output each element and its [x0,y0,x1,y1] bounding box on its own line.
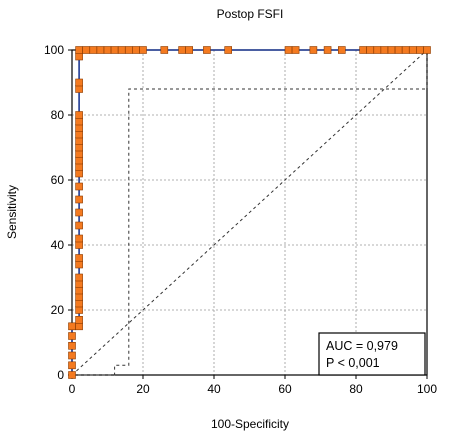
roc-marker [75,46,83,54]
roc-marker [203,46,211,54]
roc-marker [423,46,431,54]
roc-marker [110,46,119,54]
chart-title: Postop FSFI [217,7,284,21]
x-axis-label: 100-Specificity [211,417,289,431]
roc-marker [75,208,83,217]
roc-marker [68,332,76,340]
roc-marker [284,46,293,54]
y-tick-label: 0 [57,368,64,382]
roc-marker [68,322,76,331]
roc-marker [75,306,83,314]
roc-marker [380,46,389,54]
grid-lines [72,50,427,375]
roc-marker [224,46,232,54]
x-tick-label: 40 [207,382,221,396]
roc-marker [337,46,346,54]
roc-marker [103,46,112,54]
x-tick-label: 100 [417,382,437,396]
roc-marker [408,46,417,54]
roc-marker [309,46,318,54]
x-axis: 0 20 40 60 80 100 [69,375,437,396]
roc-marker [68,371,76,379]
roc-marker [75,78,83,87]
y-tick-label: 60 [51,173,65,187]
roc-marker [82,46,90,54]
roc-marker [68,361,76,370]
roc-marker [75,293,83,301]
roc-marker [359,46,367,54]
roc-marker [75,254,83,262]
y-axis-label: Sensitivity [5,185,19,239]
roc-marker [75,286,83,295]
roc-marker [75,182,83,191]
roc-marker [75,117,83,126]
roc-marker [416,46,424,54]
reference-diagonal-line [71,49,428,376]
roc-marker [68,341,76,350]
roc-marker [75,137,83,145]
y-tick-label: 80 [51,108,65,122]
roc-marker [75,195,83,204]
roc-marker [75,221,83,230]
roc-marker [387,46,396,54]
roc-marker [75,234,83,243]
roc-marker [75,322,83,331]
roc-marker [185,46,193,54]
roc-marker [75,273,83,282]
roc-marker [75,241,83,249]
roc-marker [68,351,76,360]
x-tick-label: 60 [278,382,292,396]
roc-marker [401,46,410,54]
auc-text: AUC = 0,979 [326,339,398,353]
x-tick-label: 0 [69,382,76,396]
roc-marker [291,46,300,54]
roc-markers [68,46,431,379]
roc-marker [75,280,83,288]
y-tick-label: 100 [44,43,64,57]
x-tick-label: 20 [136,382,150,396]
roc-marker [75,163,83,171]
confidence-step-line [72,50,428,376]
roc-marker [75,315,83,324]
roc-marker [75,260,83,269]
roc-marker [75,143,83,152]
roc-marker [178,46,186,54]
roc-marker [117,46,126,54]
roc-marker [75,156,83,165]
y-tick-label: 40 [51,238,65,252]
roc-marker [75,299,83,308]
roc-marker [125,46,133,54]
roc-marker [394,46,403,54]
roc-marker [75,85,83,93]
roc-marker [366,46,375,54]
roc-marker [89,46,98,54]
roc-marker [75,150,83,158]
roc-marker [75,169,83,178]
roc-marker [139,46,147,54]
roc-marker [75,130,83,139]
roc-marker [75,124,83,132]
auc-annotation-box: AUC = 0,979 P < 0,001 [318,332,426,376]
roc-marker [75,52,83,61]
roc-marker [96,46,105,54]
roc-marker [160,46,169,54]
y-tick-label: 20 [51,303,65,317]
x-tick-label: 80 [349,382,363,396]
roc-marker [373,46,382,54]
roc-marker [323,46,332,54]
p-value-text: P < 0,001 [326,356,380,370]
roc-marker [132,46,140,54]
y-axis: 0 20 40 60 80 100 [44,43,72,382]
roc-marker [75,111,83,119]
